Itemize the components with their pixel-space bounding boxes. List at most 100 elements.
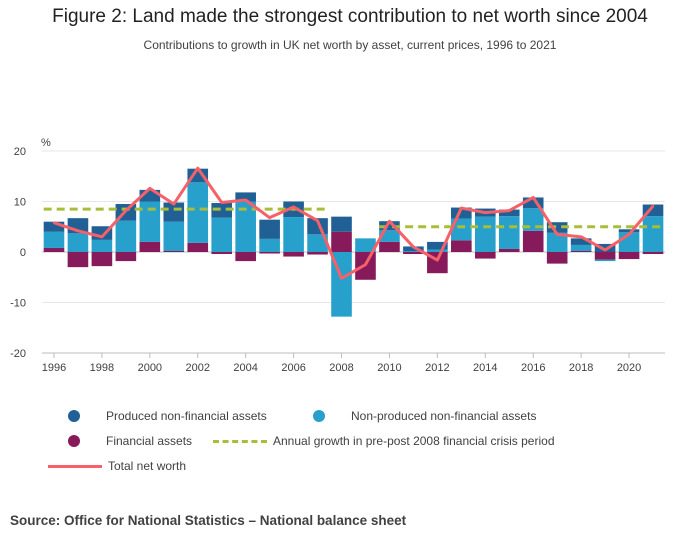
chart-subtitle: Contributions to growth in UK net worth … [143, 38, 557, 52]
bar-financial [259, 252, 280, 254]
bar-produced [498, 209, 520, 217]
legend-swatch-non-produced [313, 410, 325, 422]
bar-series [43, 168, 664, 317]
bar-non-produced [91, 239, 113, 252]
bar-non-produced [379, 230, 400, 242]
bar-financial [403, 252, 424, 255]
total-net-worth-point [148, 187, 152, 190]
chart-title: Figure 2: Land made the strongest contri… [52, 6, 648, 27]
legend-swatch-annual-avg [213, 439, 267, 443]
bar-financial [91, 252, 113, 267]
total-net-worth-point [484, 211, 487, 214]
bar-financial [115, 252, 137, 262]
bar-financial [379, 241, 400, 252]
y-axis-label: % [41, 137, 51, 149]
total-net-worth-point [436, 258, 439, 262]
bar-produced [427, 241, 448, 250]
legend-item-produced[interactable]: Produced non-financial assets [68, 408, 267, 424]
bar-financial [163, 250, 185, 252]
bar-non-produced [115, 220, 137, 252]
total-net-worth-point [364, 263, 367, 266]
axis-labels: -20 -10 0 10 20% 1996 1998 2000 2002 2004 2006 2008… [10, 137, 665, 374]
total-net-worth-point [196, 166, 199, 170]
x-tick-label: 2014 [473, 362, 497, 374]
bar-produced [379, 221, 400, 231]
x-tick-label: 1996 [42, 362, 66, 374]
x-tick-label: 2006 [281, 362, 305, 374]
total-net-worth-point [340, 277, 343, 280]
bar-financial [331, 231, 352, 252]
bar-produced [331, 216, 352, 232]
total-net-worth-point [460, 206, 463, 210]
total-net-worth-point [292, 205, 295, 209]
total-net-worth-line [53, 166, 655, 280]
bar-non-produced [163, 221, 185, 251]
total-net-worth-point [412, 245, 415, 249]
bar-non-produced [546, 232, 568, 252]
bar-financial [570, 250, 592, 252]
total-net-worth-point [100, 235, 104, 239]
bar-non-produced [522, 208, 544, 231]
x-tick-label: 1998 [90, 362, 114, 374]
bar-financial [307, 252, 328, 255]
bar-financial [235, 252, 256, 262]
bar-financial [546, 252, 568, 264]
bar-non-produced [67, 233, 89, 252]
total-net-worth-point [52, 221, 56, 224]
bar-produced [163, 202, 185, 222]
x-tick-label: 2002 [186, 362, 210, 374]
bar-non-produced [283, 217, 304, 252]
y-tick-label: 10 [14, 197, 26, 209]
total-net-worth-point [555, 233, 559, 236]
bar-produced [546, 222, 568, 233]
x-tick-label: 2010 [377, 362, 401, 374]
x-tick-label: 2018 [569, 362, 593, 374]
bar-financial [139, 241, 161, 252]
bar-non-produced [498, 216, 520, 249]
source-note: Source: Office for National Statistics –… [10, 513, 407, 528]
total-net-worth-point [651, 204, 655, 208]
legend-item-non-produced[interactable]: Non-produced non-financial assets [313, 408, 536, 424]
bar-financial [474, 252, 496, 259]
x-tick-label: 2000 [138, 362, 162, 374]
total-net-worth-point [508, 209, 511, 212]
bar-non-produced [139, 201, 161, 242]
bar-produced [43, 221, 65, 232]
x-tick-label: 2012 [425, 362, 449, 374]
bar-non-produced [474, 216, 496, 252]
total-net-worth-point [244, 198, 247, 202]
bar-produced [211, 203, 233, 218]
bar-non-produced [427, 249, 448, 252]
legend-item-total[interactable]: Total net worth [48, 458, 186, 474]
bar-produced [187, 168, 209, 183]
bar-financial [618, 252, 640, 260]
bar-produced [259, 219, 280, 239]
bar-financial [67, 252, 89, 268]
legend-item-financial[interactable]: Financial assets [68, 433, 192, 449]
bar-financial [498, 248, 520, 252]
bar-financial [211, 252, 233, 255]
total-net-worth-point [316, 219, 319, 222]
x-tick-label: 2016 [521, 362, 545, 374]
legend-swatch-financial [68, 435, 80, 447]
legend-label-annual-avg: Annual growth in pre-post 2008 financial… [273, 434, 555, 448]
bar-non-produced [451, 218, 472, 241]
bar-non-produced [307, 234, 328, 252]
bar-produced [570, 238, 592, 245]
bar-produced [403, 246, 424, 251]
bar-non-produced [403, 250, 424, 252]
total-net-worth-point [268, 216, 271, 219]
bar-produced [618, 229, 640, 233]
bar-produced [522, 197, 544, 209]
legend-label-total: Total net worth [108, 459, 187, 473]
bar-produced [594, 243, 616, 252]
bar-non-produced [570, 244, 592, 251]
bar-non-produced [259, 238, 280, 252]
y-tick-label: -20 [10, 348, 26, 360]
legend-label-produced: Produced non-financial assets [106, 409, 267, 423]
legend-label-financial: Financial assets [106, 434, 193, 448]
bar-produced [139, 189, 161, 202]
legend-item-annual-avg[interactable]: Annual growth in pre-post 2008 financial… [213, 433, 555, 449]
legend-label-non-produced: Non-produced non-financial assets [351, 409, 537, 423]
x-tick-label: 2008 [329, 362, 353, 374]
